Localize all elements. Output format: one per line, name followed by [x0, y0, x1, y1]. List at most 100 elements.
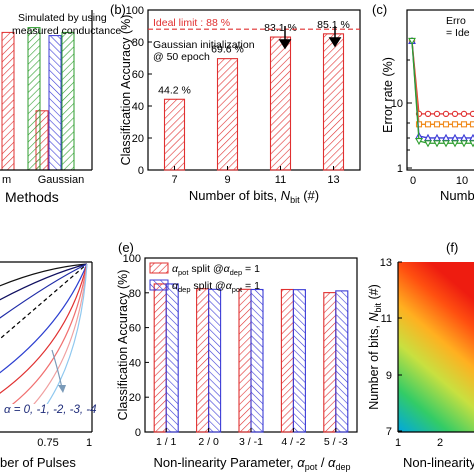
panel-a: Simulated by using measured conductance …	[0, 10, 121, 205]
panel-c-y-ticks	[407, 59, 412, 169]
panel-d-alpha-annotation: α = 0, -1, -2, -3, -4	[4, 404, 97, 416]
panel-b-label: (b)	[110, 2, 126, 17]
panel-b-data-label-11: 83.1 %	[264, 22, 297, 34]
panel-e-bar-s1-1	[208, 288, 222, 433]
panel-d-curve-2	[0, 263, 88, 301]
panel-a-bar-s2-c1	[61, 31, 75, 171]
panel-c-marker-s3-3	[433, 140, 441, 148]
panel-c-marker-s0-5	[451, 110, 459, 118]
panel-e-y-tick-label-0: 0	[135, 427, 141, 439]
panel-c-marker-s2-4	[442, 133, 450, 141]
panel-e-x-tick-label-0: 1 / 1	[156, 436, 177, 448]
panel-f-y-tick-label-7: 7	[386, 426, 392, 438]
panel-f-y-axis-label: Number of bits, Nbit (#)	[367, 284, 383, 410]
panel-c-x-axis-label: Numb	[440, 188, 474, 203]
panel-b-data-label-13: 85.1 %	[317, 19, 350, 31]
panel-c-marker-s1-7	[469, 121, 474, 128]
panel-f-x-tick-label-1: 1	[395, 437, 401, 449]
panel-e-y-tick-label-1: 20	[129, 392, 141, 404]
panel-e-bar-s0-2	[238, 288, 252, 433]
panel-c-marker-s3-5	[451, 140, 459, 148]
panel-b-y-tick-label-0: 0	[138, 165, 144, 177]
panel-d: α = 0, -1, -2, -3, -4 0.75 1 ber of Puls…	[0, 261, 97, 470]
panel-e-bar-s0-3	[280, 288, 294, 433]
panel-c-marker-s0-7	[469, 110, 474, 118]
panel-c-legend-line1: Erro	[446, 15, 466, 27]
panel-b-arrow-13	[328, 26, 342, 48]
panel-a-bars	[1, 27, 75, 171]
panel-a-bar-s0-c0	[1, 31, 15, 171]
panel-c-marker-s3-2	[424, 140, 432, 148]
panel-f-y-tick-label-11: 11	[381, 313, 392, 325]
panel-f: (f) 13 11 9 7 1 2 Number of bits, Nbit (…	[367, 240, 474, 470]
panel-d-x-tick-label-0: 0.75	[37, 437, 58, 449]
panel-c-marker-s0-4	[442, 110, 450, 118]
panel-b-y-tick-label-1: 20	[132, 133, 144, 145]
panel-d-arrow	[51, 349, 63, 389]
panel-d-curve-7	[33, 263, 88, 404]
panel-c-marker-s2-5	[451, 133, 459, 141]
panel-e-y-axis-label: Classification Accuracy (%)	[116, 270, 130, 421]
panel-f-x-tick-label-2: 2	[437, 437, 443, 449]
panel-e-bar-s0-1	[196, 288, 210, 433]
panel-d-curve-4	[0, 263, 88, 374]
panel-c-series-line-3	[411, 40, 473, 144]
panel-e-y-ticks: 0 20 40 60 80 100	[123, 253, 149, 439]
panel-a-bar-s2-c0	[27, 27, 41, 171]
panel-b-ideal-limit-label: Ideal limit : 88 %	[153, 17, 230, 29]
panel-c-series	[408, 36, 474, 148]
panel-f-y-tick-label-13: 13	[380, 257, 392, 269]
panel-b-arrow-11	[278, 26, 292, 50]
panel-c-marker-s2-2	[424, 133, 432, 141]
panel-d-x-tick-label-1: 1	[86, 437, 92, 449]
panel-b-annotation-line2: @ 50 epoch	[153, 51, 210, 63]
panel-b: (b) 0 20 40 60 80 100 44.2 % 7 69.6 % 9 83.1 % 11 8…	[110, 2, 361, 205]
panel-a-x-axis-label: Methods	[5, 189, 59, 205]
panel-e-bar-s0-4	[323, 292, 337, 433]
panel-b-y-tick-label-3: 60	[132, 69, 144, 81]
panel-e-y-tick-label-5: 100	[123, 253, 141, 265]
panel-c-marker-s3-6	[460, 140, 468, 148]
panel-c-marker-s1-5	[451, 121, 459, 128]
panel-d-curve-8	[46, 263, 88, 404]
panel-b-y-tick-label-5: 100	[126, 5, 144, 17]
panel-e-y-tick-label-2: 40	[129, 357, 141, 369]
panel-c-marker-s0-2	[424, 110, 432, 118]
panel-c-label: (c)	[372, 2, 387, 17]
panel-c-plot-frame	[406, 9, 474, 171]
panel-b-x-axis-label: Number of bits, Nbit (#)	[189, 188, 319, 205]
panel-d-curve-1	[0, 263, 88, 287]
panel-b-data-label-9: 69.6 %	[211, 44, 244, 56]
panel-b-x-tick-label-13: 13	[327, 174, 339, 186]
panel-b-bars: 44.2 % 7 69.6 % 9 83.1 % 11 85.1 % 13	[158, 19, 350, 186]
panel-d-linear-dashed	[0, 263, 88, 340]
panel-c-marker-s0-6	[460, 110, 468, 118]
panel-b-bar-11	[269, 36, 292, 171]
panel-e-x-tick-label-1: 2 / 0	[198, 436, 219, 448]
panel-b-annotation-line1: Gaussian initialization	[153, 39, 255, 51]
panel-b-y-axis-label: Classification Accuracy (%)	[119, 15, 133, 166]
panel-e-bar-s1-0	[165, 283, 179, 433]
panel-b-bar-13	[322, 33, 345, 171]
panel-e-bar-s0-0	[153, 283, 167, 433]
panel-e-x-tick-label-4: 5 / -3	[324, 436, 348, 448]
panel-c-x-tick-label-0: 0	[410, 175, 416, 187]
panel-f-heatmap	[398, 262, 474, 432]
panel-c-marker-s0-3	[433, 110, 441, 118]
panel-c-marker-s1-1	[415, 121, 423, 128]
panel-e-legend-label-0: αpot split @αdep = 1	[172, 263, 260, 277]
panel-e: (e) 0 20 40 60 80 100 1 / 1 2 / 0 3 / -1 4 / -2 5…	[116, 240, 358, 472]
panel-d-curve-5	[0, 263, 88, 394]
panel-e-bar-s1-4	[335, 290, 349, 433]
panel-f-y-tick-label-9: 9	[386, 370, 392, 382]
panel-e-legend: αpot split @αdep = 1 αdep split @αpot = …	[149, 262, 260, 294]
panel-e-y-tick-label-4: 80	[129, 288, 141, 300]
panel-e-bar-s1-2	[250, 288, 264, 433]
panel-b-x-tick-label-11: 11	[275, 174, 286, 186]
panel-c-y-axis-label: Error rate (%)	[381, 57, 395, 133]
panel-b-plot-frame	[147, 9, 361, 171]
panel-c-y-tick-label-0: 10	[391, 98, 403, 110]
panel-c-marker-s2-6	[460, 133, 468, 141]
panel-a-bar-s1-c1	[48, 35, 62, 171]
